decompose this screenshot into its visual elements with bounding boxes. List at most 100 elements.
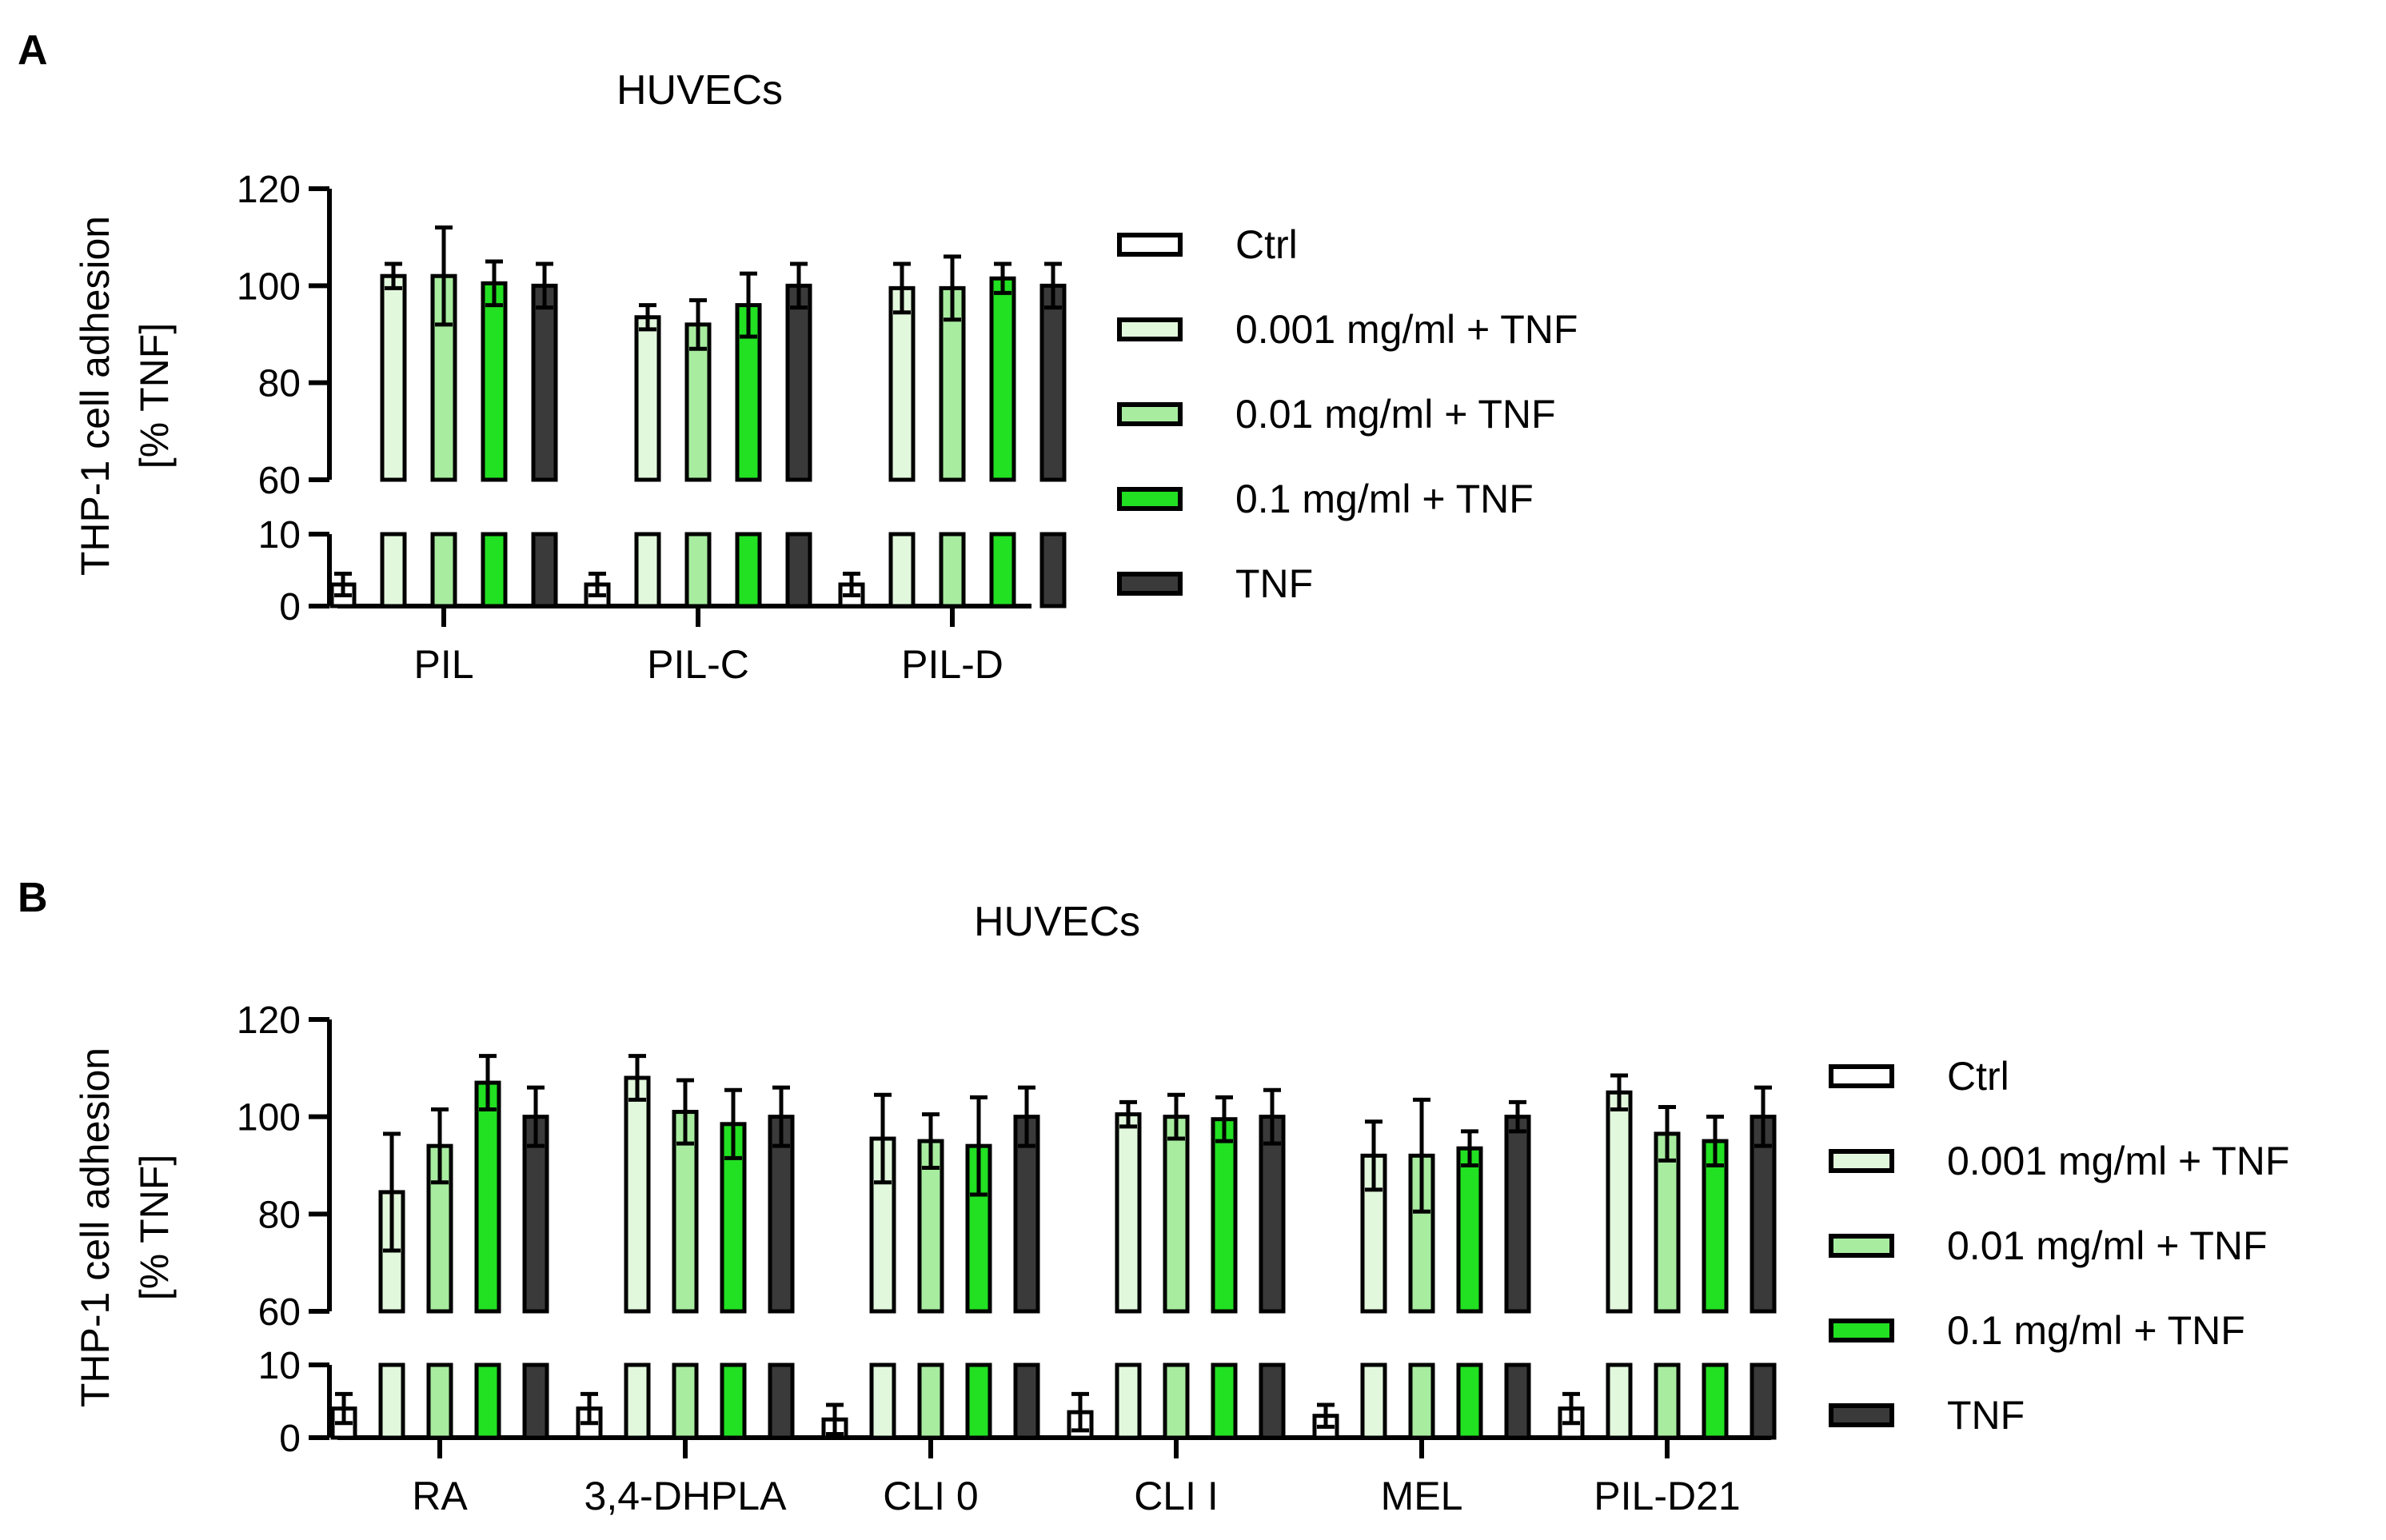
bar	[939, 532, 966, 608]
legend-label: 0.001 mg/ml + TNF	[1947, 1139, 2289, 1183]
x-tick-label: CLI 0	[883, 1474, 979, 1518]
bar	[481, 532, 508, 608]
bar	[380, 273, 407, 482]
bar	[1211, 1117, 1238, 1314]
bar	[684, 532, 712, 608]
bar	[1456, 1362, 1483, 1440]
bar	[380, 532, 407, 608]
legend-label: 0.1 mg/ml + TNF	[1947, 1308, 2245, 1353]
bar	[474, 1362, 501, 1440]
bar	[522, 1115, 549, 1314]
bar	[1606, 1090, 1633, 1314]
bar	[531, 283, 558, 482]
y-tick-label: 0	[279, 586, 301, 628]
y-tick-label: 100	[237, 1097, 301, 1139]
legend-swatch	[1829, 1403, 1894, 1427]
bar	[634, 315, 661, 482]
legend-swatch	[1117, 317, 1183, 341]
y-axis-label-b-line1: THP-1 cell adhesion	[73, 1047, 118, 1407]
panel-label-a: A	[18, 27, 48, 74]
legend-swatch	[1117, 233, 1183, 257]
bar	[531, 532, 558, 608]
bar	[1259, 1115, 1286, 1314]
bar	[1408, 1362, 1435, 1440]
y-tick-label: 80	[258, 1194, 301, 1236]
plot-area-b: 60 80 100 120 0 10 RA 3,4-DHPLA CLI 0 CLI I MEL PIL…	[237, 999, 2290, 1518]
bar	[1013, 1362, 1040, 1440]
bar	[888, 285, 916, 482]
bar	[426, 1362, 453, 1440]
bar	[735, 532, 762, 608]
y-tick-label: 60	[258, 460, 301, 502]
bar	[1606, 1362, 1633, 1440]
bar	[1360, 1362, 1387, 1440]
legend-swatch	[1829, 1149, 1894, 1173]
y-tick-label: 120	[237, 999, 301, 1042]
bar	[1750, 1362, 1777, 1440]
bar	[624, 1362, 651, 1440]
bar	[1039, 532, 1067, 608]
bar	[1163, 1115, 1190, 1314]
y-axis-label-a-line2: [% TNF]	[132, 323, 177, 469]
chart-title-a: HUVECs	[616, 67, 783, 114]
bar	[1115, 1112, 1142, 1314]
bar	[1702, 1362, 1729, 1440]
bar	[1654, 1131, 1681, 1314]
legend-label: 0.001 mg/ml + TNF	[1235, 307, 1578, 352]
y-tick-label: 80	[258, 363, 301, 405]
legend-swatch	[1829, 1234, 1894, 1258]
x-tick-label: PIL-C	[647, 642, 749, 687]
panel-label-b: B	[18, 875, 48, 921]
bar	[768, 1362, 795, 1440]
y-tick-label: 60	[258, 1291, 301, 1334]
bar	[965, 1362, 992, 1440]
legend-label: 0.01 mg/ml + TNF	[1235, 392, 1556, 437]
legend-swatch	[1117, 487, 1183, 511]
bar	[869, 1362, 896, 1440]
y-axis-label-a-line1: THP-1 cell adhesion	[73, 216, 118, 576]
bar	[624, 1075, 651, 1314]
bar	[989, 276, 1016, 482]
legend-label: 0.01 mg/ml + TNF	[1947, 1223, 2268, 1268]
bar	[1259, 1362, 1286, 1440]
x-tick-label: MEL	[1381, 1474, 1463, 1518]
bar	[1504, 1115, 1531, 1314]
x-tick-label: CLI I	[1134, 1474, 1219, 1518]
bar	[1115, 1362, 1142, 1440]
bar	[785, 283, 812, 482]
bar	[522, 1362, 549, 1440]
bar	[785, 532, 812, 608]
y-axis-label-b-line2: [% TNF]	[132, 1155, 177, 1300]
bar	[888, 532, 916, 608]
bar	[672, 1362, 699, 1440]
bar	[989, 532, 1016, 608]
legend-label: 0.1 mg/ml + TNF	[1235, 477, 1534, 521]
bar	[634, 532, 661, 608]
legend-swatch	[1829, 1319, 1894, 1343]
legend-swatch	[1117, 572, 1183, 596]
bar	[1456, 1146, 1483, 1314]
bar	[1504, 1362, 1531, 1440]
plot-area-a: 60 80 100 120 0 10 PIL PIL-C PIL-D Ctrl 0.001 mg/m…	[237, 169, 1578, 687]
bar	[474, 1080, 501, 1314]
bar	[1211, 1362, 1238, 1440]
legend-label: Ctrl	[1235, 222, 1298, 267]
legend-label: TNF	[1235, 561, 1313, 606]
bar	[1163, 1362, 1190, 1440]
bar	[378, 1362, 405, 1440]
legend-swatch	[1117, 402, 1183, 426]
y-tick-label: 10	[258, 1345, 301, 1387]
bar	[1039, 283, 1067, 482]
bar	[481, 281, 508, 482]
y-tick-label: 120	[237, 169, 301, 211]
legend-label: TNF	[1947, 1393, 2025, 1438]
bar	[720, 1362, 747, 1440]
y-tick-label: 0	[279, 1418, 301, 1460]
x-tick-label: 3,4-DHPLA	[585, 1474, 788, 1518]
x-tick-label: PIL	[413, 642, 473, 687]
y-tick-label: 10	[258, 514, 301, 557]
legend-label: Ctrl	[1947, 1054, 2009, 1099]
y-tick-label: 100	[237, 265, 301, 308]
bar	[430, 532, 457, 608]
